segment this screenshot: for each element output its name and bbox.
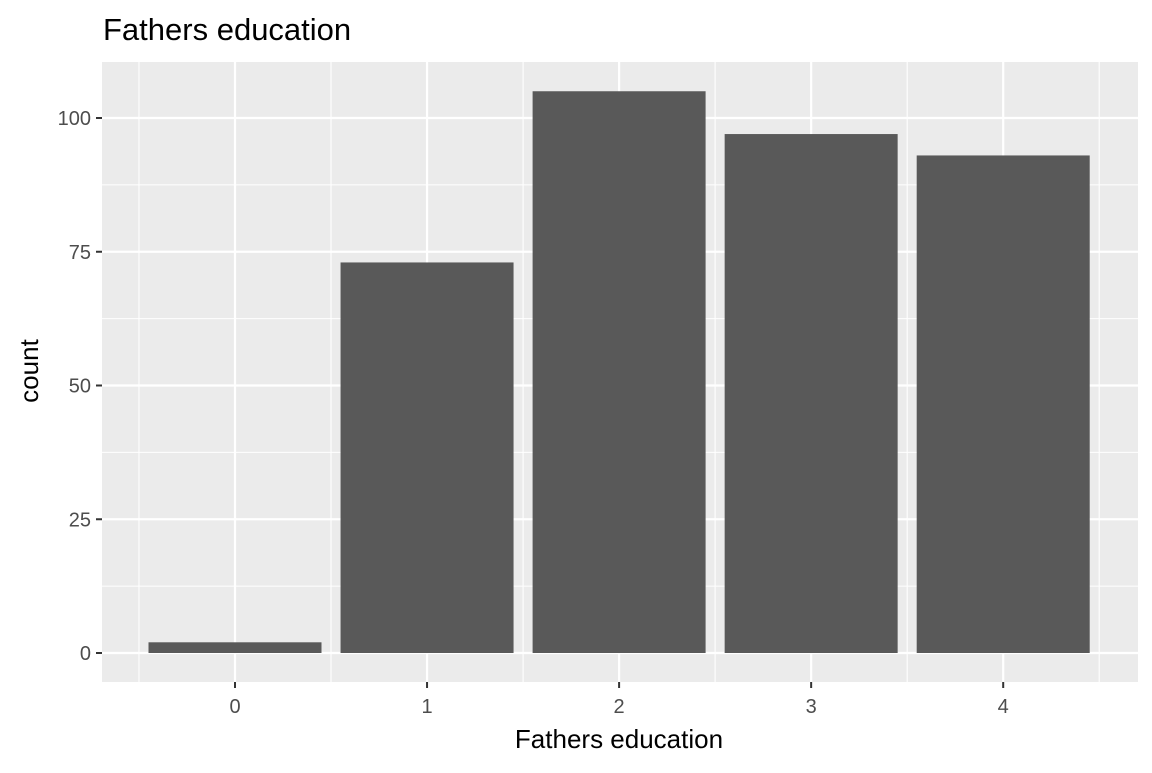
y-axis: 0 25 50 75 100 [58, 108, 102, 665]
y-tick-label: 50 [69, 376, 91, 398]
x-tick-label: 0 [229, 696, 240, 718]
x-axis-label: Fathers education [515, 724, 723, 754]
x-tick-label: 3 [806, 696, 817, 718]
bar-4 [916, 155, 1090, 653]
x-tick-label: 1 [421, 696, 432, 718]
bar-3 [724, 134, 898, 654]
y-tick-label: 0 [80, 643, 91, 665]
y-tick-label: 25 [69, 509, 91, 531]
bar-1 [340, 262, 514, 653]
bar-0 [148, 642, 322, 653]
y-axis-label: count [14, 338, 44, 402]
bars [148, 91, 1090, 654]
x-axis: 0 1 2 3 4 [229, 682, 1009, 718]
y-tick-label: 100 [58, 108, 91, 130]
x-tick-label: 4 [998, 696, 1009, 718]
chart-title: Fathers education [103, 12, 351, 47]
bar-2 [532, 91, 706, 653]
x-tick-label: 2 [614, 696, 625, 718]
y-tick-label: 75 [69, 242, 91, 264]
